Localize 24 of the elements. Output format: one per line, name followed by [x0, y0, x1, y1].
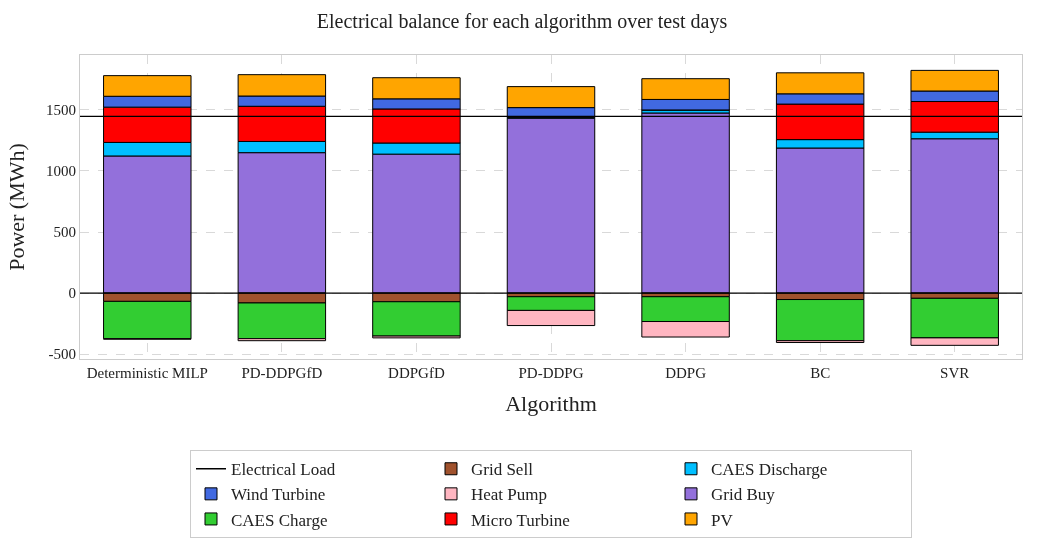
chart-title: Electrical balance for each algorithm over test days — [316, 9, 728, 33]
legend-label: Grid Buy — [711, 485, 776, 505]
x-tick-label: PD-DDPGfD — [241, 365, 323, 381]
x-tick-label: DDPG — [665, 365, 707, 381]
x-tick-label: BC — [810, 365, 831, 381]
x-tick-label: Deterministic MILP — [86, 365, 208, 381]
legend-label: Wind Turbine — [231, 485, 326, 505]
x-tick-label: SVR — [940, 365, 970, 381]
legend-label: CAES Discharge — [711, 460, 828, 480]
y-tick-label: -500 — [48, 346, 76, 363]
x-axis-title: Algorithm — [505, 390, 597, 416]
x-tick-label: DDPGfD — [388, 365, 445, 381]
legend-label: PV — [711, 510, 734, 530]
x-tick-label: PD-DDPG — [518, 365, 584, 381]
y-tick-label: 1000 — [46, 163, 76, 180]
legend-label: Micro Turbine — [471, 510, 570, 530]
legend-label: CAES Charge — [231, 510, 328, 530]
y-axis-title: Power (MWh) — [3, 143, 29, 271]
legend-label: Grid Sell — [471, 460, 534, 480]
y-tick-label: 0 — [68, 285, 76, 302]
y-tick-label: 500 — [53, 224, 76, 241]
y-tick-label: 1500 — [46, 102, 76, 119]
legend-label: Heat Pump — [471, 485, 548, 505]
legend-label: Electrical Load — [231, 460, 336, 480]
